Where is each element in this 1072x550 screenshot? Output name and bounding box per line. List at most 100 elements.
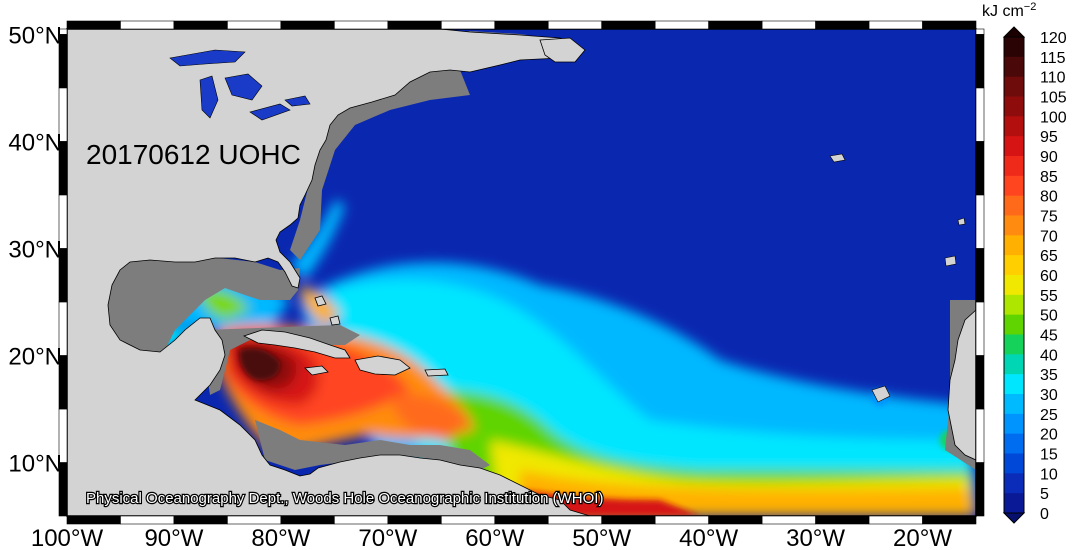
colorbar-label: 55 — [1040, 288, 1058, 305]
atlantic-islands — [829, 153, 966, 403]
border-segment — [868, 515, 923, 525]
border-segment — [975, 408, 985, 463]
land — [67, 29, 976, 516]
border-segment — [280, 20, 335, 30]
latitude-border-right — [975, 28, 985, 517]
lat-tick-label: 50°N — [8, 22, 62, 49]
border-segment — [975, 87, 985, 142]
map-panel: 20170612 UOHC Physical Oceanography Dept… — [67, 29, 976, 516]
colorbar-swatch — [1004, 116, 1024, 137]
border-segment — [494, 20, 549, 30]
colorbar-extend-top — [1002, 26, 1026, 38]
longitude-border-bottom — [66, 515, 977, 525]
colorbar-label: 0 — [1040, 506, 1049, 523]
border-segment — [815, 515, 870, 525]
lon-tick-label: 30°W — [786, 525, 845, 550]
latitude-axis: 10°N 20°N 30°N 40°N 50°N — [8, 22, 62, 477]
border-segment — [173, 515, 228, 525]
border-segment — [922, 20, 977, 30]
colorbar-label: 95 — [1040, 129, 1058, 146]
lon-tick-label: 70°W — [358, 525, 417, 550]
colorbar-labels: 120 115 110 105 100 95 90 85 80 75 70 65… — [1040, 30, 1067, 523]
lon-tick-label: 60°W — [465, 525, 524, 550]
lat-tick-label: 20°N — [8, 343, 62, 370]
border-segment — [761, 20, 816, 30]
colorbar: kJ cm−2 120 115 110 105 100 95 90 85 80 … — [982, 1, 1067, 524]
border-segment — [334, 20, 389, 30]
border-segment — [120, 515, 175, 525]
border-segment — [66, 20, 121, 30]
border-segment — [922, 515, 977, 525]
latitude-border-left — [58, 28, 68, 517]
border-segment — [975, 194, 985, 249]
lat-tick-label: 30°N — [8, 236, 62, 263]
colorbar-swatch — [1004, 156, 1024, 177]
colorbar-label: 90 — [1040, 149, 1058, 166]
longitude-border-top — [66, 20, 977, 30]
colorbar-label: 85 — [1040, 169, 1058, 186]
border-segment — [761, 515, 816, 525]
border-segment — [601, 515, 656, 525]
colorbar-swatch — [1004, 175, 1024, 197]
colorbar-label: 70 — [1040, 228, 1058, 245]
colorbar-label: 105 — [1040, 90, 1067, 107]
colorbar-swatch — [1004, 433, 1024, 454]
border-segment — [975, 355, 985, 410]
border-segment — [975, 301, 985, 356]
border-segment — [547, 20, 603, 30]
colorbar-label: 20 — [1040, 427, 1058, 444]
border-segment — [227, 20, 282, 30]
colorbar-swatch — [1004, 235, 1024, 256]
lon-tick-label: 100°W — [31, 525, 104, 550]
border-segment — [173, 20, 228, 30]
colorbar-swatch — [1004, 334, 1024, 355]
border-segment — [975, 34, 985, 89]
border-segment — [334, 515, 389, 525]
border-segment — [975, 248, 985, 303]
border-segment — [975, 141, 985, 196]
colorbar-swatch — [1004, 275, 1024, 296]
colorbar-swatch — [1004, 314, 1024, 335]
border-segment — [975, 28, 985, 35]
lon-tick-label: 50°W — [572, 525, 631, 550]
border-segment — [868, 20, 923, 30]
border-segment — [120, 20, 175, 30]
colorbar-label: 30 — [1040, 387, 1058, 404]
colorbar-swatch — [1004, 255, 1024, 276]
border-segment — [601, 20, 656, 30]
lat-tick-label: 10°N — [8, 450, 62, 477]
colorbar-label: 60 — [1040, 268, 1058, 285]
colorbar-swatch — [1004, 394, 1024, 415]
border-segment — [66, 515, 121, 525]
border-segment — [227, 515, 282, 525]
colorbar-swatch — [1004, 354, 1024, 375]
border-segment — [387, 515, 442, 525]
border-segment — [654, 20, 709, 30]
colorbar-swatch — [1004, 96, 1024, 117]
colorbar-unit: kJ cm−2 — [982, 1, 1036, 20]
border-segment — [815, 20, 870, 30]
lon-tick-label: 90°W — [144, 525, 203, 550]
map-title: 20170612 UOHC — [86, 139, 301, 170]
colorbar-label: 115 — [1040, 50, 1066, 67]
border-segment — [440, 515, 496, 525]
lat-tick-label: 40°N — [8, 129, 62, 156]
border-segment — [494, 515, 549, 525]
colorbar-label: 25 — [1040, 407, 1058, 424]
border-segment — [387, 20, 442, 30]
colorbar-swatch — [1004, 76, 1024, 97]
border-segment — [654, 515, 709, 525]
colorbar-label: 65 — [1040, 248, 1058, 265]
colorbar-label: 5 — [1040, 486, 1049, 503]
colorbar-label: 50 — [1040, 308, 1058, 325]
colorbar-swatch — [1004, 37, 1024, 58]
colorbar-label: 40 — [1040, 347, 1058, 364]
colorbar-swatch — [1004, 215, 1024, 236]
lon-tick-label: 20°W — [893, 525, 952, 550]
border-segment — [708, 515, 763, 525]
colorbar-label: 35 — [1040, 367, 1058, 384]
colorbar-label: 120 — [1040, 30, 1067, 47]
colorbar-swatch — [1004, 453, 1024, 474]
colorbar-label: 75 — [1040, 209, 1058, 226]
